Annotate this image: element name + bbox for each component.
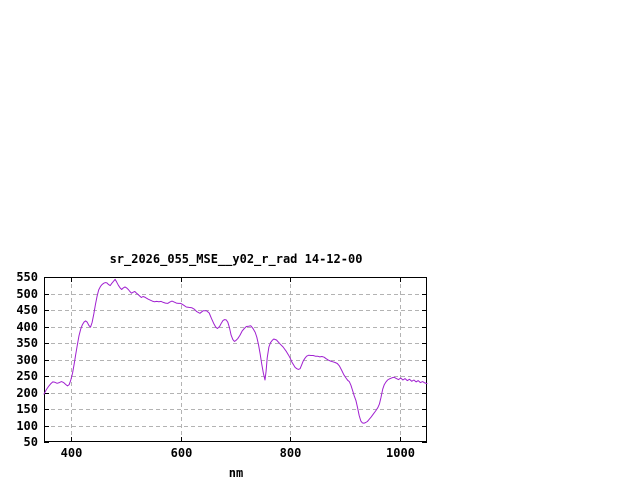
grid-layer bbox=[44, 277, 427, 442]
tick-layer bbox=[44, 277, 427, 443]
x-axis-label: nm bbox=[229, 466, 243, 480]
x-tick-label: 800 bbox=[280, 446, 302, 460]
y-tick-label: 300 bbox=[16, 353, 38, 367]
x-tick-label: 1000 bbox=[386, 446, 415, 460]
y-tick-label: 150 bbox=[16, 402, 38, 416]
y-tick-label: 500 bbox=[16, 287, 38, 301]
y-tick-label: 250 bbox=[16, 369, 38, 383]
chart-title: sr_2026_055_MSE__y02_r_rad 14-12-00 bbox=[110, 252, 363, 267]
y-tick-label: 400 bbox=[16, 320, 38, 334]
y-tick-label: 550 bbox=[16, 270, 38, 284]
y-tick-label: 50 bbox=[24, 435, 38, 449]
spectrum-curve bbox=[43, 278, 428, 424]
y-tick-label: 200 bbox=[16, 386, 38, 400]
x-tick-label: 400 bbox=[61, 446, 83, 460]
y-tick-label: 450 bbox=[16, 303, 38, 317]
tick-label-layer: 400 600 800 1000 50 100 150 200 250 300 350 400 450 5… bbox=[16, 270, 415, 460]
y-tick-label: 350 bbox=[16, 336, 38, 350]
y-tick-label: 100 bbox=[16, 419, 38, 433]
plot-border bbox=[44, 277, 427, 442]
x-tick-label: 600 bbox=[171, 446, 193, 460]
